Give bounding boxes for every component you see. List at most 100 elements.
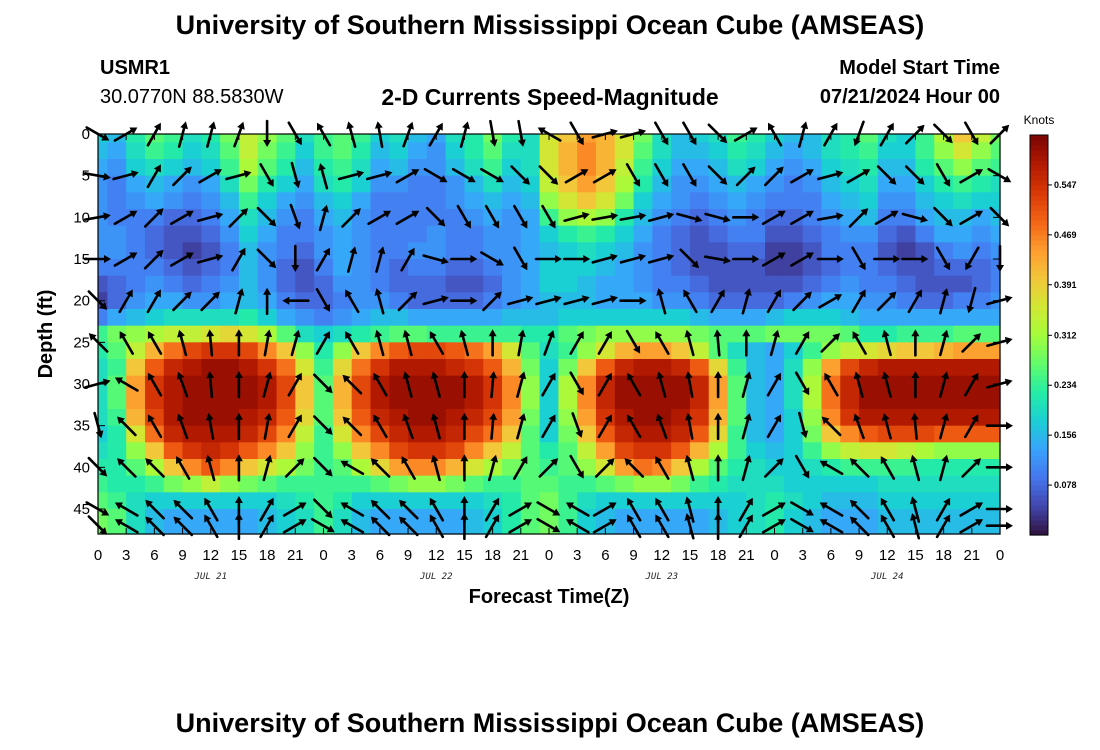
vector-shaft	[761, 213, 782, 226]
x-tick-label: 12	[653, 547, 670, 564]
vector-shaft	[234, 293, 242, 315]
heatmap-cell	[689, 475, 710, 493]
heatmap-cell	[633, 375, 653, 393]
vector-head	[462, 121, 470, 130]
heatmap-cell	[144, 159, 165, 177]
heatmap-cell	[840, 425, 860, 443]
heatmap-cell	[689, 192, 710, 210]
heatmap-cell	[389, 225, 409, 243]
vector-shaft	[741, 376, 750, 398]
vector-head	[522, 177, 530, 185]
heatmap-cell	[98, 275, 108, 293]
heatmap-cell	[990, 359, 1001, 377]
current-vector	[450, 296, 478, 305]
colorbar-segment	[1030, 490, 1048, 496]
heatmap-cell	[98, 392, 108, 410]
heatmap-cell	[389, 392, 409, 410]
vector-head	[153, 289, 161, 298]
heatmap-cell	[389, 134, 409, 143]
current-vector	[848, 208, 869, 228]
vector-head	[684, 513, 693, 521]
heatmap-cell	[464, 459, 484, 477]
vector-head	[323, 247, 330, 256]
vector-head	[800, 430, 809, 439]
heatmap-cell	[351, 409, 372, 427]
heatmap-cell	[614, 442, 635, 460]
current-vector	[402, 371, 413, 398]
heatmap-cell	[370, 192, 390, 210]
x-tick-label: 0	[94, 547, 102, 564]
heatmap-cell	[727, 525, 747, 535]
vector-shaft	[790, 517, 810, 531]
vector-head	[804, 291, 812, 300]
heatmap-cell	[859, 442, 879, 460]
current-vector	[480, 251, 504, 266]
vector-shaft	[687, 376, 694, 399]
current-speed-chart: 0 3 6 9 12 15 18 21 0 3 6 9 12 15 18 21 0 3 6 9 12 15 18 21 0 3 6 9…	[35, 113, 1077, 608]
heatmap-cell	[671, 325, 691, 343]
vector-shaft	[851, 246, 864, 266]
current-vector	[823, 122, 838, 147]
current-vector	[284, 458, 305, 478]
heatmap-cell	[276, 134, 296, 143]
vector-head	[370, 516, 379, 525]
vector-shaft	[402, 503, 419, 520]
vector-shaft	[625, 163, 638, 183]
heatmap-cell	[389, 292, 409, 310]
vector-head	[774, 414, 781, 423]
vector-head	[460, 371, 469, 378]
heatmap-cell	[671, 492, 691, 510]
heatmap-cell	[802, 225, 823, 243]
heatmap-cell	[689, 342, 710, 360]
heatmap-cell	[426, 509, 447, 527]
vector-head	[204, 514, 212, 523]
heatmap-cell	[464, 309, 484, 327]
x-tick-label: 21	[287, 547, 304, 564]
heatmap-cell	[107, 459, 127, 477]
vector-head	[340, 460, 349, 468]
heatmap-cell	[614, 392, 635, 410]
current-vector	[480, 167, 504, 183]
heatmap-cell	[934, 275, 954, 293]
heatmap-cell	[445, 209, 466, 227]
vector-shaft	[148, 503, 165, 520]
heatmap-cell	[671, 342, 691, 360]
vector-shaft	[935, 246, 948, 266]
heatmap-cell	[671, 375, 691, 393]
current-vector	[563, 295, 590, 306]
heatmap-cell	[107, 242, 127, 260]
heatmap-cell	[614, 509, 635, 527]
vector-head	[153, 122, 161, 131]
current-vector	[563, 211, 590, 222]
vector-head	[177, 329, 185, 338]
vector-head	[777, 210, 786, 218]
vector-head	[264, 371, 273, 380]
heatmap-cell	[295, 192, 315, 210]
vector-head	[204, 497, 212, 506]
vector-head	[583, 255, 591, 263]
current-vector	[656, 371, 667, 398]
heatmap-cell	[107, 325, 127, 343]
current-vector	[714, 412, 723, 441]
current-vector	[935, 497, 951, 522]
vector-head	[805, 169, 814, 177]
vector-head	[374, 121, 383, 129]
vector-head	[401, 456, 409, 465]
vector-shaft	[938, 418, 947, 440]
vector-head	[576, 137, 584, 146]
heatmap-cell	[220, 475, 240, 493]
heatmap-cell	[295, 225, 315, 243]
vector-head	[430, 371, 439, 380]
vector-shaft	[938, 293, 947, 315]
vector-shaft	[882, 460, 896, 480]
heatmap-cell	[577, 142, 597, 160]
current-vector	[282, 502, 307, 517]
heatmap-cell	[765, 175, 785, 193]
vector-head	[430, 454, 439, 463]
heatmap-cell	[802, 175, 823, 193]
heatmap-cell	[220, 425, 240, 443]
current-vector	[114, 519, 139, 534]
heatmap-cell	[746, 242, 766, 260]
vector-head	[409, 291, 418, 300]
